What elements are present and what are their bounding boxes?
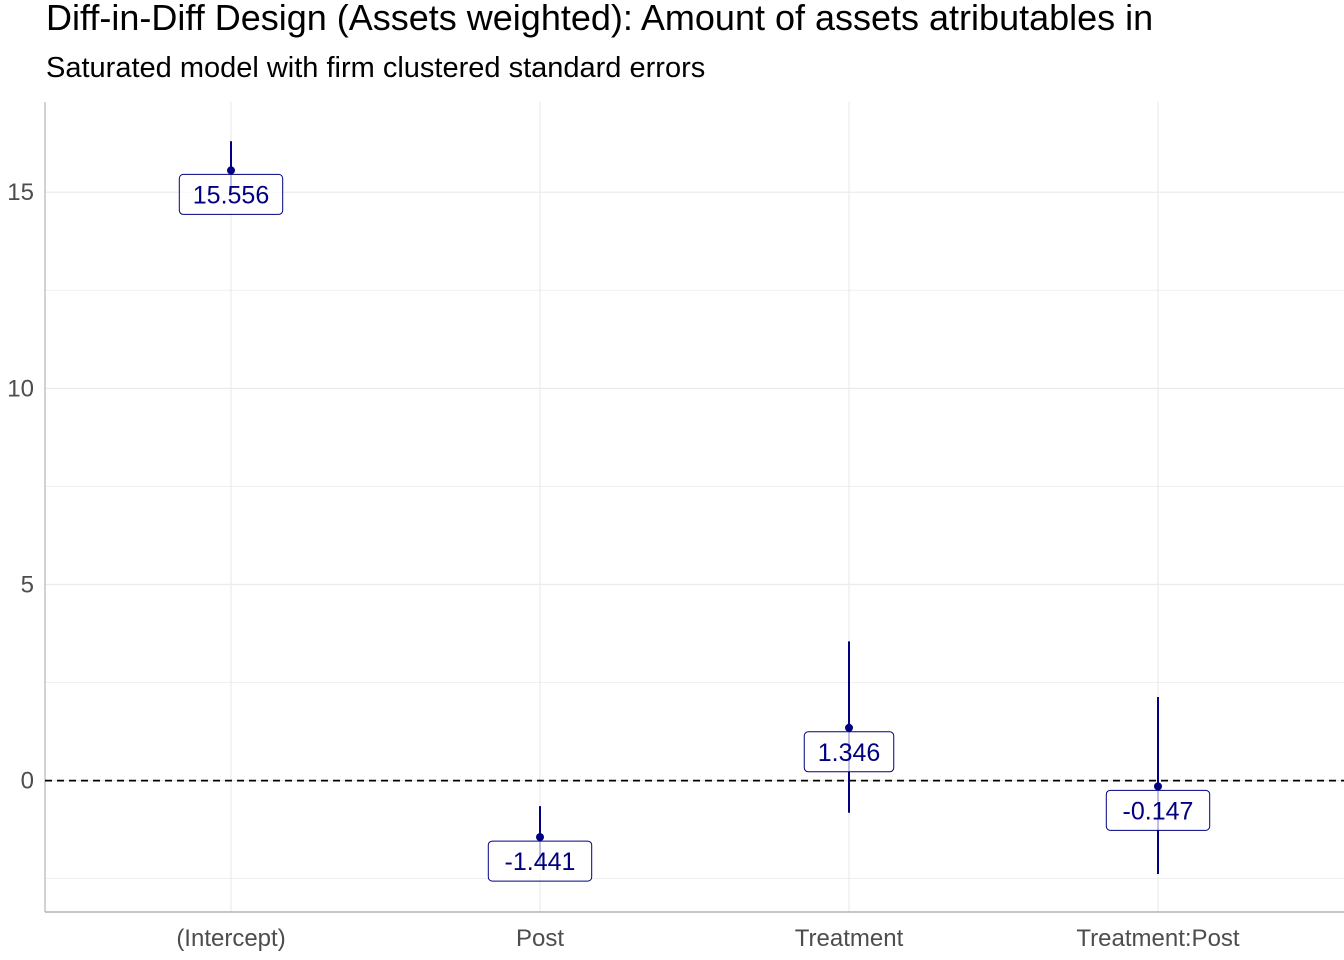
errorbars <box>230 141 1159 874</box>
y-tick-label: 5 <box>21 571 34 598</box>
data-label: -1.441 <box>505 848 576 876</box>
y-tick-labels: 0 5 10 15 <box>7 179 34 794</box>
data-label: 1.346 <box>818 739 881 767</box>
estimate-point <box>536 833 544 842</box>
data-label-box <box>178 173 284 215</box>
data-labels: 15.556 -1.441 1.346 -0.147 <box>178 173 1211 882</box>
points <box>227 166 1162 842</box>
data-label-box <box>1105 789 1211 831</box>
estimate-point <box>1154 782 1162 791</box>
data-label-box <box>803 731 895 773</box>
x-tick-label: Treatment:Post <box>1076 925 1240 952</box>
estimate-point <box>845 723 853 732</box>
estimate-point <box>227 166 235 175</box>
x-tick-label: Treatment <box>795 925 904 952</box>
y-tick-label: 15 <box>7 179 34 206</box>
x-tick-labels: (Intercept) Post Treatment Treatment:Post <box>176 925 1240 952</box>
grid-minor <box>45 289 1344 880</box>
axes <box>44 102 1344 913</box>
y-tick-label: 0 <box>21 768 34 795</box>
chart-title: Diff-in-Diff Design (Assets weighted): A… <box>46 0 1154 38</box>
x-tick-label: Post <box>516 925 564 952</box>
chart-subtitle: Saturated model with firm clustered stan… <box>46 52 706 84</box>
data-label: 15.556 <box>193 181 269 209</box>
data-label: -0.147 <box>1123 797 1194 825</box>
y-tick-label: 10 <box>7 375 34 402</box>
x-tick-label: (Intercept) <box>176 925 285 952</box>
data-label-box <box>487 840 593 882</box>
